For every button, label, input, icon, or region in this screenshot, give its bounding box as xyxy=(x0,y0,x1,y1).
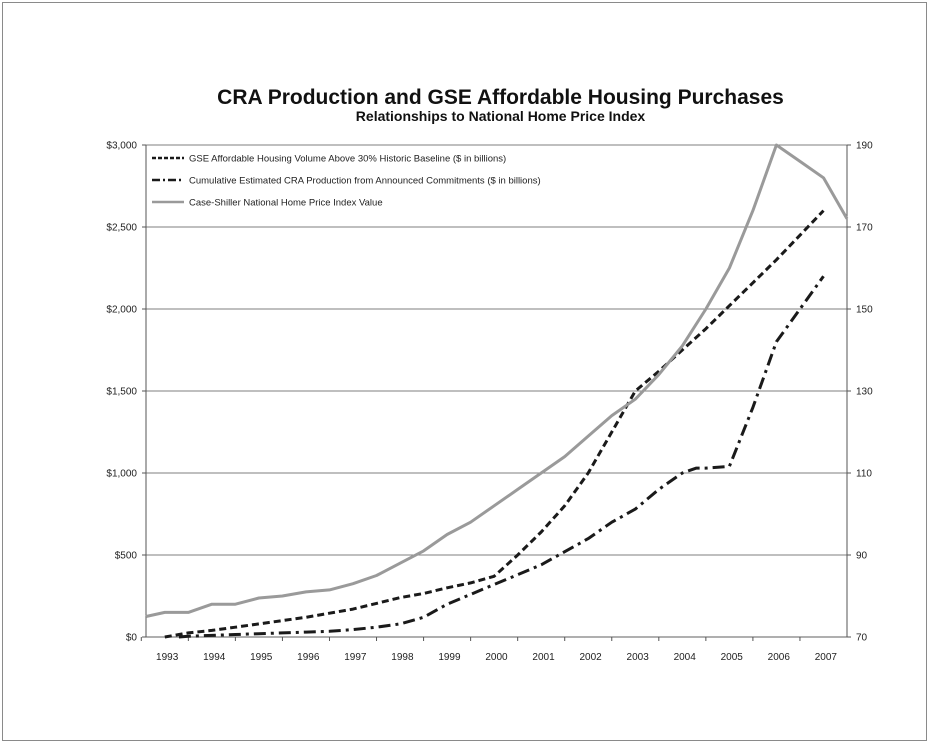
series-line-1 xyxy=(164,209,825,639)
chart-subtitle: Relationships to National Home Price Ind… xyxy=(355,108,646,124)
y-right-tick-label: 70 xyxy=(856,633,868,644)
x-tick-label: 1998 xyxy=(391,652,414,663)
y-right-tick-label: 150 xyxy=(856,305,873,316)
x-tick-label: 1996 xyxy=(297,652,320,663)
x-tick-label: 2003 xyxy=(627,652,650,663)
x-tick-label: 1997 xyxy=(344,652,367,663)
x-tick-label: 2002 xyxy=(579,652,602,663)
legend-label-3: Case-Shiller National Home Price Index V… xyxy=(189,198,383,209)
x-tick-label: 2007 xyxy=(815,652,838,663)
y-left-tick-label: $2,000 xyxy=(106,305,137,316)
y-right-tick-label: 130 xyxy=(856,387,873,398)
legend-label-1: GSE Affordable Housing Volume Above 30% … xyxy=(189,154,506,165)
x-tick-label: 1999 xyxy=(438,652,461,663)
series-line-3 xyxy=(145,143,849,618)
y-left-tick-label: $500 xyxy=(115,551,138,562)
y-right-tick-label: 190 xyxy=(856,141,873,152)
x-tick-label: 2001 xyxy=(532,652,555,663)
y-right-tick-label: 170 xyxy=(856,223,873,234)
x-tick-label: 2000 xyxy=(485,652,508,663)
y-left-tick-label: $1,500 xyxy=(106,387,137,398)
x-tick-label: 2005 xyxy=(721,652,744,663)
y-left-tick-label: $2,500 xyxy=(106,223,137,234)
x-tick-label: 1994 xyxy=(203,652,226,663)
y-right-tick-label: 110 xyxy=(856,469,872,480)
x-tick-label: 1995 xyxy=(250,652,273,663)
x-tick-label: 1993 xyxy=(156,652,179,663)
x-tick-label: 2004 xyxy=(674,652,697,663)
x-tick-label: 2006 xyxy=(768,652,791,663)
chart-title: CRA Production and GSE Affordable Housin… xyxy=(217,86,784,109)
legend-label-2: Cumulative Estimated CRA Production from… xyxy=(189,176,541,187)
y-left-tick-label: $1,000 xyxy=(106,469,137,480)
y-left-tick-label: $3,000 xyxy=(106,141,137,152)
series-line-2 xyxy=(178,275,825,639)
y-left-tick-label: $0 xyxy=(126,633,138,644)
y-right-tick-label: 90 xyxy=(856,551,868,562)
